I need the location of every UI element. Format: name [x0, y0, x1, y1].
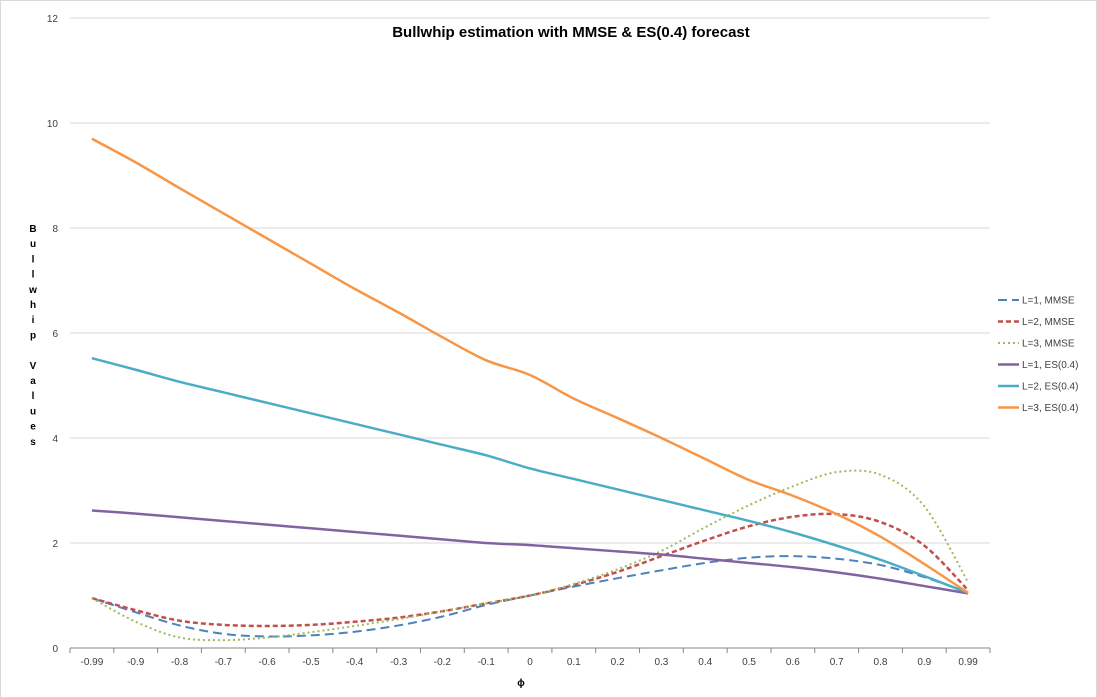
y-tick-label: 12	[47, 14, 59, 25]
x-tick-label: 0.6	[786, 657, 800, 668]
y-axis-title-letter: a	[30, 376, 36, 387]
y-tick-label: 10	[47, 119, 59, 130]
y-axis-title-letter: u	[30, 239, 36, 250]
y-axis-title-letter: h	[30, 300, 36, 311]
x-tick-label: 0.8	[874, 657, 888, 668]
y-axis-title-letter: u	[30, 406, 36, 417]
legend-label: L=3, ES(0.4)	[1022, 403, 1078, 414]
series-lines	[91, 137, 969, 642]
x-tick-label: -0.9	[127, 657, 145, 668]
x-tick-label: -0.1	[478, 657, 496, 668]
y-axis-title-letter: V	[30, 361, 37, 372]
x-tick-label: -0.8	[171, 657, 189, 668]
legend-label: L=1, MMSE	[1022, 296, 1075, 307]
y-axis-title-letter: i	[32, 315, 35, 326]
x-tick-label: -0.99	[81, 657, 104, 668]
y-tick-label: 0	[52, 644, 58, 655]
series-line-4	[91, 509, 969, 595]
x-axis-title: ϕ	[517, 678, 525, 689]
y-tick-label: 2	[52, 539, 58, 550]
legend-label: L=3, MMSE	[1022, 339, 1075, 350]
y-tick-label: 6	[52, 329, 58, 340]
x-tick-label: -0.3	[390, 657, 408, 668]
x-tick-label: -0.6	[259, 657, 277, 668]
legend-label: L=2, ES(0.4)	[1022, 382, 1078, 393]
x-tick-label: 0	[527, 657, 533, 668]
legend: L=1, MMSE L=2, MMSE L=3, MMSE L=1, ES(0.4) L…	[998, 296, 1078, 414]
y-tick-label: 8	[52, 224, 58, 235]
x-tick-label: -0.7	[215, 657, 233, 668]
axes: 0 2 4 6 8 10 12 -0.99 -0.9 -0.8 -0.7 -0.6 -0.5 -0.4 -0…	[47, 14, 991, 668]
y-axis-title-letter: w	[28, 285, 37, 296]
x-tick-label: 0.7	[830, 657, 844, 668]
series-line-2	[91, 512, 969, 628]
x-tick-label: 0.4	[698, 657, 712, 668]
y-axis-title-letter: B	[29, 224, 36, 235]
x-tick-label: 0.2	[611, 657, 625, 668]
legend-label: L=1, ES(0.4)	[1022, 360, 1078, 371]
x-tick-label: 0.9	[917, 657, 931, 668]
x-tick-label: -0.5	[302, 657, 320, 668]
x-tick-label: 0.3	[654, 657, 668, 668]
y-axis-title-letter: p	[30, 330, 36, 341]
y-axis-title-letter: e	[30, 422, 36, 433]
series-line-1	[91, 555, 969, 638]
y-axis-title-letter: l	[32, 270, 35, 281]
y-axis-title-letter: s	[30, 437, 36, 448]
gridlines	[70, 17, 990, 544]
legend-label: L=2, MMSE	[1022, 317, 1075, 328]
y-axis-title-letter: l	[32, 391, 35, 402]
series-line-3	[91, 469, 969, 642]
y-axis-title-letter: l	[32, 254, 35, 265]
series-line-5	[91, 356, 969, 595]
x-tick-label: -0.2	[434, 657, 452, 668]
y-tick-label: 4	[52, 434, 58, 445]
chart-title: Bullwhip estimation with MMSE & ES(0.4) …	[392, 24, 750, 41]
x-tick-label: -0.4	[346, 657, 364, 668]
x-tick-label: 0.1	[567, 657, 581, 668]
x-tick-label: 0.5	[742, 657, 756, 668]
series-line-6	[91, 137, 969, 594]
x-tick-label: 0.99	[958, 657, 978, 668]
